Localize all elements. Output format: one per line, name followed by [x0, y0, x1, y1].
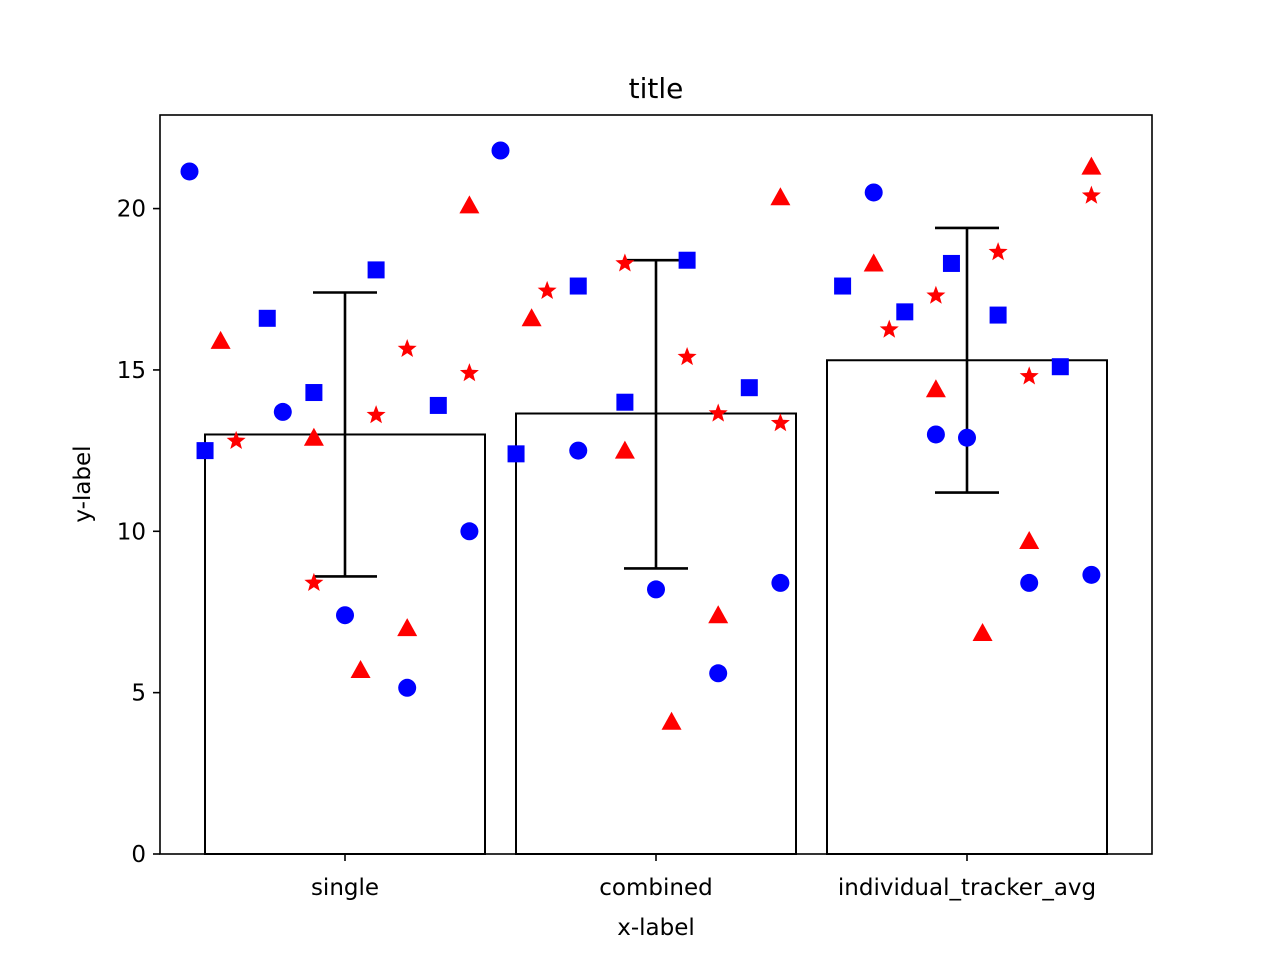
errorbar-layer	[313, 226, 999, 578]
scatter-star-point	[366, 405, 386, 424]
scatter-circle-point	[926, 425, 945, 444]
scatter-circle-point	[1082, 565, 1101, 584]
scatter-square-point	[196, 442, 214, 460]
x-tick-label-combined: combined	[599, 875, 712, 901]
y-tick-label: 10	[117, 519, 146, 545]
scatter-circle-point	[1020, 573, 1039, 592]
y-tick-label: 5	[131, 681, 146, 707]
scatter-triangle-point	[397, 618, 418, 637]
scatter-square-point	[678, 251, 696, 269]
scatter-star-point	[708, 403, 728, 422]
scatter-star-point	[926, 285, 946, 304]
scatter-triangle-point	[210, 330, 231, 349]
chart-title: title	[629, 72, 684, 105]
scatter-square-point	[896, 303, 914, 321]
scatter-triangle-point	[863, 253, 884, 272]
scatter-circle-point	[398, 678, 417, 697]
scatter-circle-point	[569, 441, 588, 460]
scatter-triangle-point	[459, 195, 480, 214]
scatter-layer	[180, 141, 1102, 730]
ticks-layer: 0 5 10 15 20 single combined individual_tracker…	[117, 197, 1096, 901]
scatter-triangle-point	[1081, 156, 1102, 175]
scatter-circle-point	[491, 141, 510, 160]
scatter-circle-point	[771, 573, 790, 592]
y-tick-label: 20	[117, 197, 146, 223]
scatter-square-point	[1051, 358, 1069, 376]
y-tick-label: 15	[117, 358, 146, 384]
scatter-star-point	[770, 413, 790, 432]
scatter-square-point	[569, 277, 587, 295]
scatter-star-point	[677, 347, 697, 366]
scatter-star-point	[988, 242, 1008, 261]
scatter-star-point	[615, 253, 635, 272]
x-axis-label: x-label	[617, 915, 695, 941]
scatter-square-point	[740, 379, 758, 397]
x-tick-label-individual_tracker_avg: individual_tracker_avg	[838, 875, 1096, 901]
scatter-triangle-point	[972, 622, 993, 641]
x-tick-label-single: single	[311, 875, 379, 901]
scatter-circle-point	[864, 183, 883, 202]
scatter-triangle-point	[614, 440, 635, 459]
scatter-square-point	[429, 396, 447, 414]
scatter-square-point	[942, 254, 960, 272]
scatter-triangle-point	[770, 187, 791, 206]
scatter-circle-point	[336, 606, 354, 625]
scatter-square-point	[258, 309, 276, 327]
scatter-square-point	[507, 445, 525, 463]
scatter-star-point	[226, 430, 246, 450]
scatter-square-point	[305, 384, 323, 402]
scatter-star-point	[397, 338, 417, 358]
scatter-triangle-point	[661, 711, 682, 730]
y-axis-label: y-label	[70, 445, 96, 522]
scatter-square-point	[834, 277, 852, 295]
scatter-circle-point	[709, 664, 728, 683]
scatter-circle-point	[460, 522, 479, 541]
scatter-triangle-point	[925, 379, 946, 398]
scatter-circle-point	[647, 580, 665, 599]
scatter-star-point	[879, 319, 899, 338]
scatter-triangle-point	[303, 427, 324, 446]
scatter-star-point	[1019, 366, 1039, 385]
scatter-square-point	[989, 306, 1007, 324]
scatter-square-point	[367, 261, 385, 279]
scatter-star-point	[459, 363, 479, 382]
scatter-triangle-point	[708, 605, 729, 624]
scatter-star-point	[1081, 185, 1101, 204]
scatter-triangle-point	[1019, 530, 1040, 549]
scatter-square-point	[616, 393, 634, 411]
scatter-triangle-point	[350, 660, 371, 679]
scatter-star-point	[304, 572, 324, 592]
scatter-circle-point	[958, 428, 976, 447]
y-tick-label: 0	[131, 842, 146, 868]
scatter-triangle-point	[521, 308, 542, 327]
scatter-circle-point	[273, 402, 292, 421]
scatter-circle-point	[180, 162, 199, 181]
scatter-star-point	[537, 280, 557, 299]
